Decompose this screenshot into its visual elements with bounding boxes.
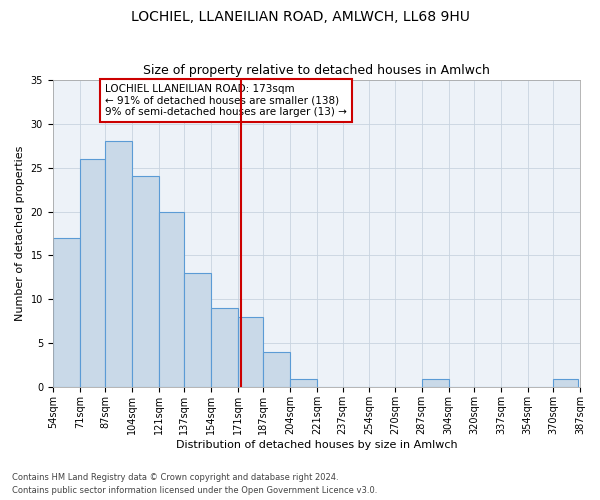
Text: LOCHIEL, LLANEILIAN ROAD, AMLWCH, LL68 9HU: LOCHIEL, LLANEILIAN ROAD, AMLWCH, LL68 9…	[131, 10, 469, 24]
Bar	[132, 176, 159, 388]
Bar	[159, 212, 184, 388]
Text: LOCHIEL LLANEILIAN ROAD: 173sqm
← 91% of detached houses are smaller (138)
9% of: LOCHIEL LLANEILIAN ROAD: 173sqm ← 91% of…	[105, 84, 347, 117]
Bar	[80, 158, 105, 388]
X-axis label: Distribution of detached houses by size in Amlwch: Distribution of detached houses by size …	[176, 440, 457, 450]
Bar	[422, 378, 449, 388]
Bar	[553, 378, 578, 388]
Title: Size of property relative to detached houses in Amlwch: Size of property relative to detached ho…	[143, 64, 490, 77]
Text: Contains HM Land Registry data © Crown copyright and database right 2024.
Contai: Contains HM Land Registry data © Crown c…	[12, 474, 377, 495]
Y-axis label: Number of detached properties: Number of detached properties	[15, 146, 25, 321]
Bar	[211, 308, 238, 388]
Bar	[238, 317, 263, 388]
Bar	[290, 378, 317, 388]
Bar	[184, 273, 211, 388]
Bar	[263, 352, 290, 388]
Bar	[53, 238, 80, 388]
Bar	[105, 141, 132, 388]
